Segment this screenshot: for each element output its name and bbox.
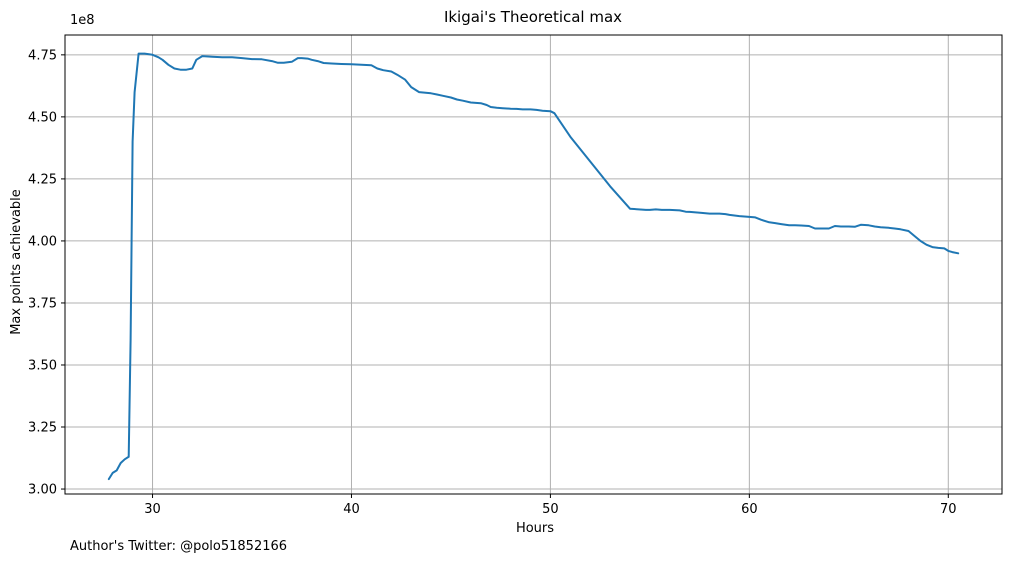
chart-title: Ikigai's Theoretical max bbox=[444, 8, 622, 26]
series-line bbox=[107, 52, 960, 481]
x-axis-label: Hours bbox=[516, 521, 554, 536]
y-tick-label: 4.75 bbox=[28, 48, 57, 63]
y-tick-label: 3.50 bbox=[28, 358, 57, 373]
y-scale-label: 1e8 bbox=[70, 13, 95, 28]
plot-background bbox=[65, 35, 1002, 494]
author-twitter-footer: Author's Twitter: @polo51852166 bbox=[70, 539, 287, 554]
x-tick-label: 40 bbox=[343, 502, 360, 517]
y-tick-label: 3.25 bbox=[28, 421, 57, 436]
x-tick-label: 50 bbox=[542, 502, 559, 517]
plot-frame bbox=[64, 34, 1003, 495]
y-tick-label: 3.00 bbox=[28, 483, 57, 498]
y-tick-label: 4.25 bbox=[28, 172, 57, 187]
x-tick-label: 70 bbox=[940, 502, 957, 517]
x-tick-label: 30 bbox=[144, 502, 161, 517]
y-axis-label: Max points achievable bbox=[9, 189, 24, 335]
axis-ticks: 30 40 50 60 70 3.00 3.25 3.50 3.75 4.00 4.25 4.50 4.… bbox=[28, 48, 957, 517]
y-tick-label: 4.00 bbox=[28, 234, 57, 249]
y-tick-label: 3.75 bbox=[28, 296, 57, 311]
y-tick-label: 4.50 bbox=[28, 110, 57, 125]
x-tick-label: 60 bbox=[741, 502, 758, 517]
